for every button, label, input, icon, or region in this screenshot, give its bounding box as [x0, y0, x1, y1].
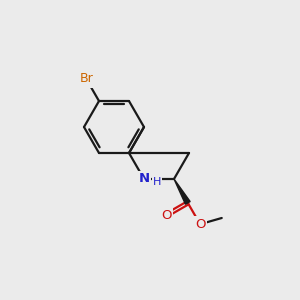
- Text: N: N: [138, 172, 150, 185]
- Polygon shape: [174, 179, 190, 204]
- Text: O: O: [161, 209, 172, 222]
- Text: O: O: [195, 218, 205, 231]
- Text: Br: Br: [80, 73, 93, 85]
- Text: H: H: [153, 177, 161, 187]
